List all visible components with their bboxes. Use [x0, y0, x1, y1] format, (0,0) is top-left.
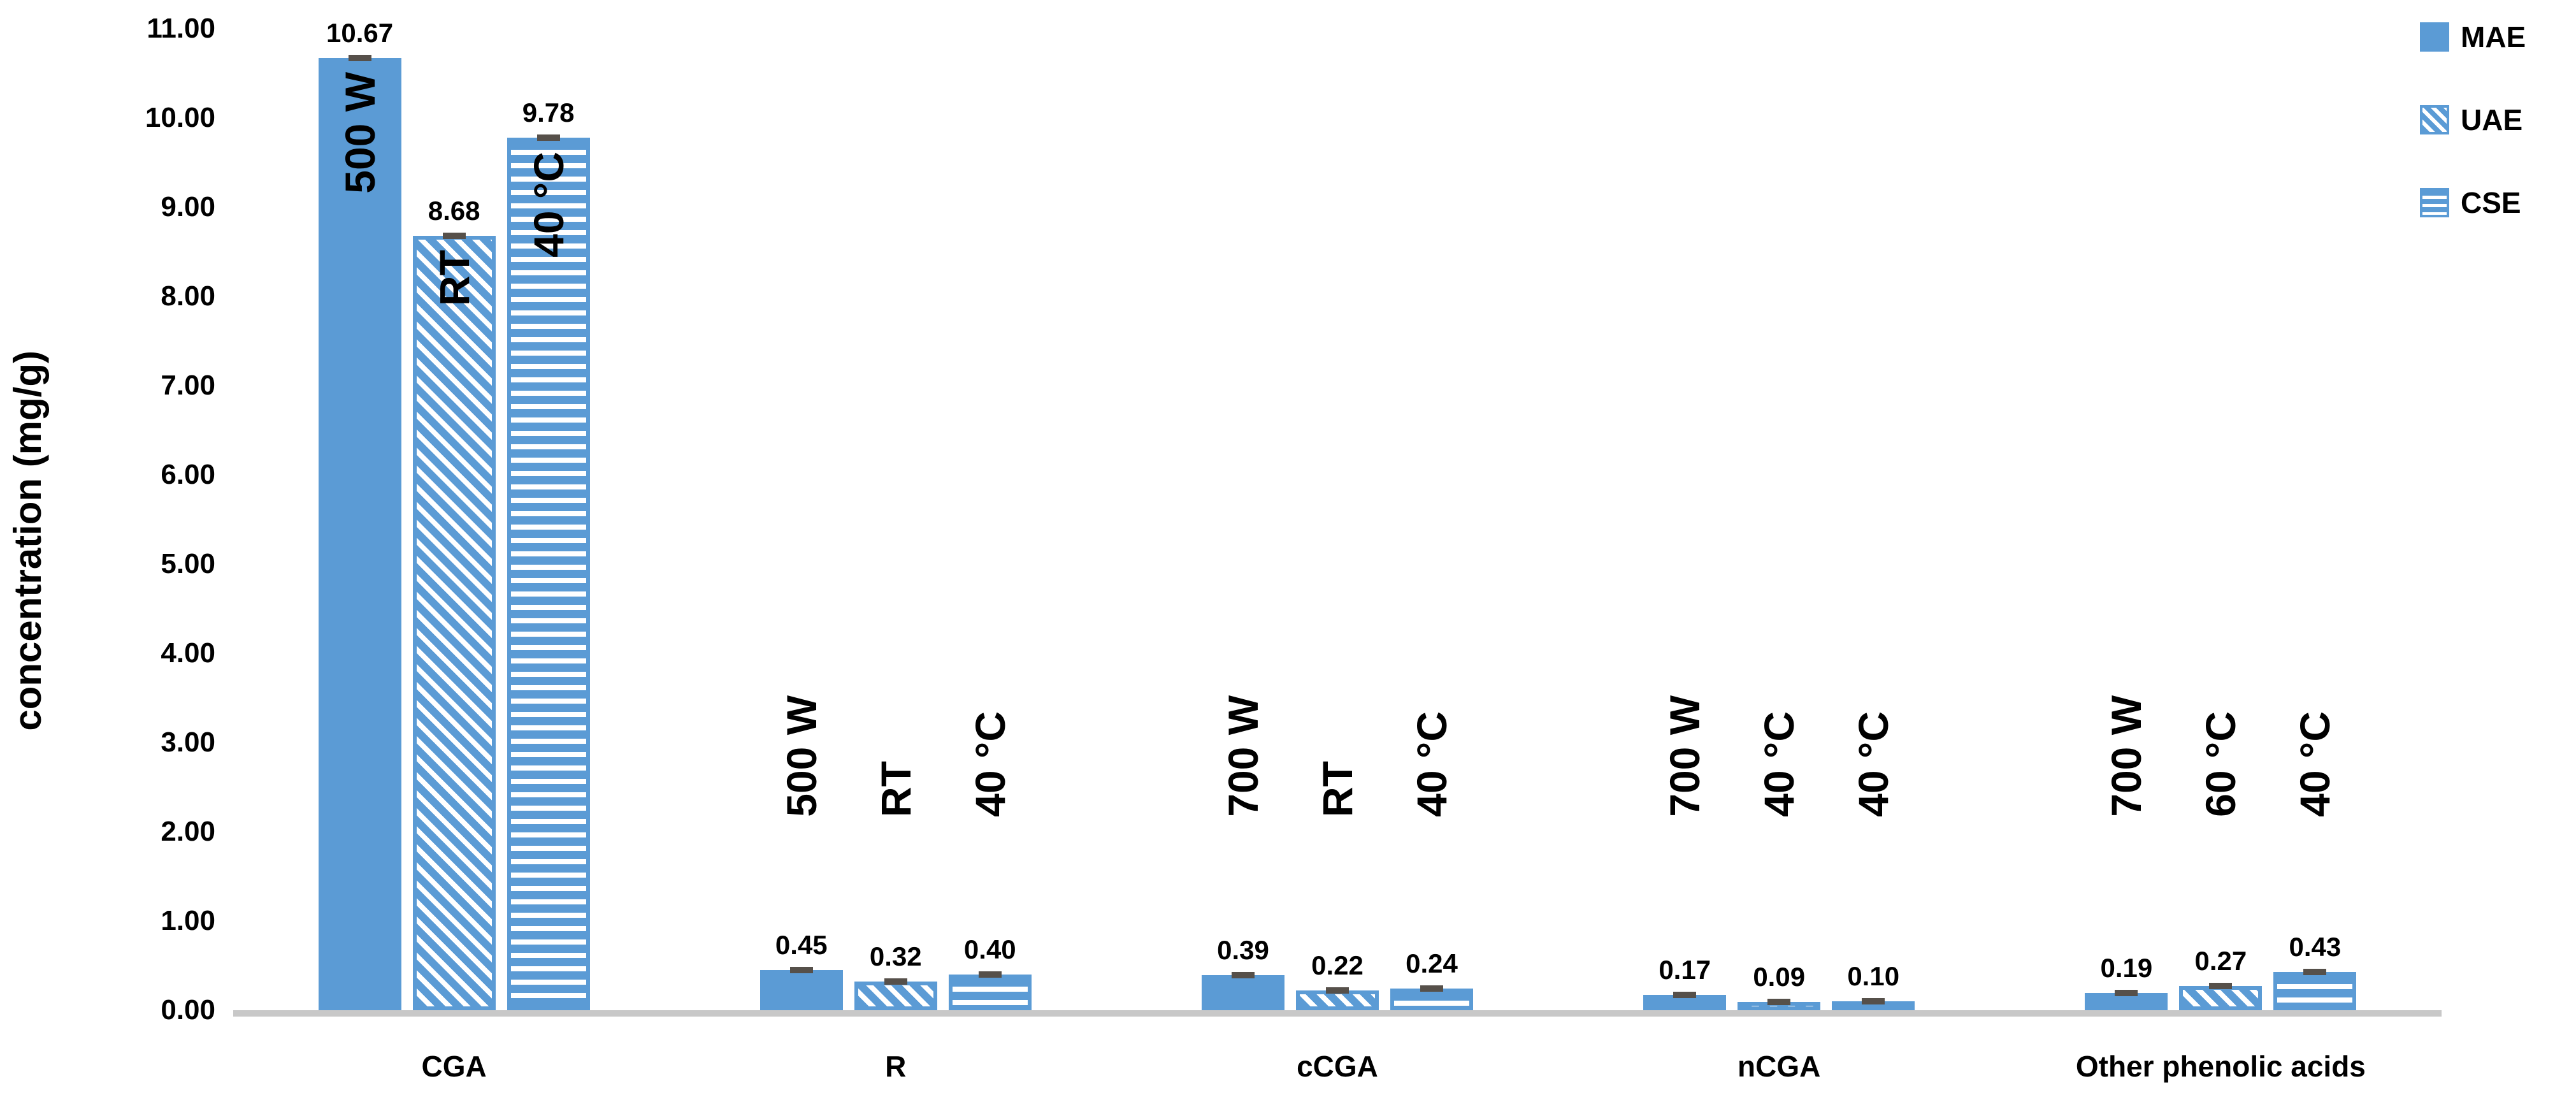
- y-axis-tick-label: 5.00: [161, 548, 215, 579]
- bar-condition-label: 500 W: [336, 72, 384, 194]
- error-bar-cap: [1673, 992, 1697, 999]
- bar-value-label: 10.67: [326, 18, 394, 48]
- error-bar-cap: [884, 978, 907, 985]
- bar-condition-label: RT: [430, 249, 478, 306]
- error-bar-cap: [2209, 983, 2233, 990]
- bar-condition-label: 40 °C: [1755, 711, 1803, 817]
- bar-value-label: 0.27: [2194, 946, 2247, 976]
- bar-value-label: 0.39: [1217, 935, 1269, 966]
- bar-condition-label: RT: [1314, 761, 1361, 817]
- bar-value-label: 0.24: [1406, 948, 1458, 979]
- bar-value-label: 0.45: [775, 930, 828, 960]
- y-axis-tick-label: 3.00: [161, 727, 215, 758]
- y-axis-tick-label: 2.00: [161, 816, 215, 847]
- error-bar-cap: [1326, 987, 1349, 994]
- error-bar-cap: [1767, 999, 1791, 1006]
- bar-mae-cCGA: [1202, 975, 1284, 1010]
- bar-cse-cCGA: [1390, 989, 1473, 1010]
- y-axis-tick-label: 1.00: [161, 905, 215, 936]
- y-axis-tick-label: 9.00: [161, 191, 215, 222]
- bar-uae-Other phenolic acids: [2179, 986, 2263, 1010]
- category-label-ccga: cCGA: [1297, 1050, 1378, 1083]
- y-axis-tick-label: 11.00: [147, 13, 215, 44]
- legend-swatch-cse: [2420, 188, 2449, 217]
- bar-condition-label: 700 W: [1661, 695, 1709, 817]
- bar-value-label: 0.32: [869, 941, 922, 972]
- bar-value-label: 9.78: [522, 97, 575, 127]
- error-bar-cap: [978, 971, 1002, 978]
- error-bar-cap: [1420, 985, 1443, 992]
- category-label-other-phenolic-acids: Other phenolic acids: [2075, 1050, 2366, 1083]
- bar-value-label: 0.10: [1847, 961, 1900, 991]
- y-axis-tick-label: 8.00: [161, 280, 215, 312]
- bar-value-label: 0.19: [2100, 953, 2153, 983]
- bar-mae-R: [759, 970, 843, 1010]
- bar-condition-label: 40 °C: [2291, 711, 2339, 817]
- y-axis-tick-label: 4.00: [161, 637, 215, 669]
- y-axis-tick-label: 6.00: [161, 459, 215, 490]
- error-bar-cap: [789, 967, 813, 973]
- y-axis-tick-label: 10.00: [145, 102, 215, 133]
- bar-value-label: 0.17: [1659, 955, 1711, 985]
- y-axis-tick-label: 7.00: [161, 370, 215, 401]
- bar-condition-label: 500 W: [777, 695, 825, 817]
- bar-uae-CGA: [412, 235, 496, 1010]
- bar-condition-label: 40 °C: [1850, 711, 1897, 817]
- error-bar-cap: [442, 232, 466, 239]
- bar-value-label: 0.09: [1753, 962, 1806, 992]
- bar-value-label: 8.68: [428, 195, 480, 226]
- bar-cse-CGA: [507, 137, 590, 1010]
- error-bar-cap: [536, 134, 560, 141]
- legend-swatch-mae: [2420, 22, 2449, 52]
- error-bar-cap: [2115, 990, 2138, 997]
- bar-value-label: 0.40: [963, 934, 1016, 964]
- y-axis-tick-label: 0.00: [161, 994, 215, 1026]
- bar-cse-Other phenolic acids: [2273, 971, 2357, 1010]
- bar-mae-CGA: [318, 58, 401, 1010]
- error-bar-cap: [2303, 968, 2327, 975]
- bar-uae-R: [854, 982, 937, 1010]
- bar-condition-label: 700 W: [1220, 695, 1267, 817]
- legend-swatch-uae: [2420, 105, 2449, 134]
- bar-condition-label: 40 °C: [524, 151, 572, 257]
- legend-label-cse: CSE: [2461, 186, 2521, 219]
- category-label-r: R: [885, 1050, 907, 1083]
- bar-value-label: 0.43: [2289, 931, 2342, 962]
- error-bar-cap: [1232, 972, 1255, 979]
- category-label-ncga: nCGA: [1738, 1050, 1821, 1083]
- bar-condition-label: RT: [872, 761, 919, 817]
- legend-label-mae: MAE: [2461, 20, 2526, 54]
- bar-condition-label: 700 W: [2103, 695, 2150, 817]
- x-axis-line: [233, 1010, 2442, 1017]
- category-label-cga: CGA: [421, 1050, 487, 1083]
- error-bar-cap: [1862, 998, 1885, 1004]
- bar-uae-nCGA: [1738, 1002, 1821, 1010]
- bar-value-label: 0.22: [1311, 950, 1364, 981]
- bar-cse-R: [948, 975, 1032, 1010]
- y-axis-title: concentration (mg/g): [6, 351, 49, 731]
- bar-mae-nCGA: [1643, 995, 1727, 1010]
- legend-label-uae: UAE: [2461, 103, 2523, 136]
- bar-condition-label: 40 °C: [1408, 711, 1455, 817]
- error-bar-cap: [348, 55, 371, 62]
- bar-condition-label: 40 °C: [966, 711, 1014, 817]
- bar-condition-label: 60 °C: [2197, 711, 2245, 817]
